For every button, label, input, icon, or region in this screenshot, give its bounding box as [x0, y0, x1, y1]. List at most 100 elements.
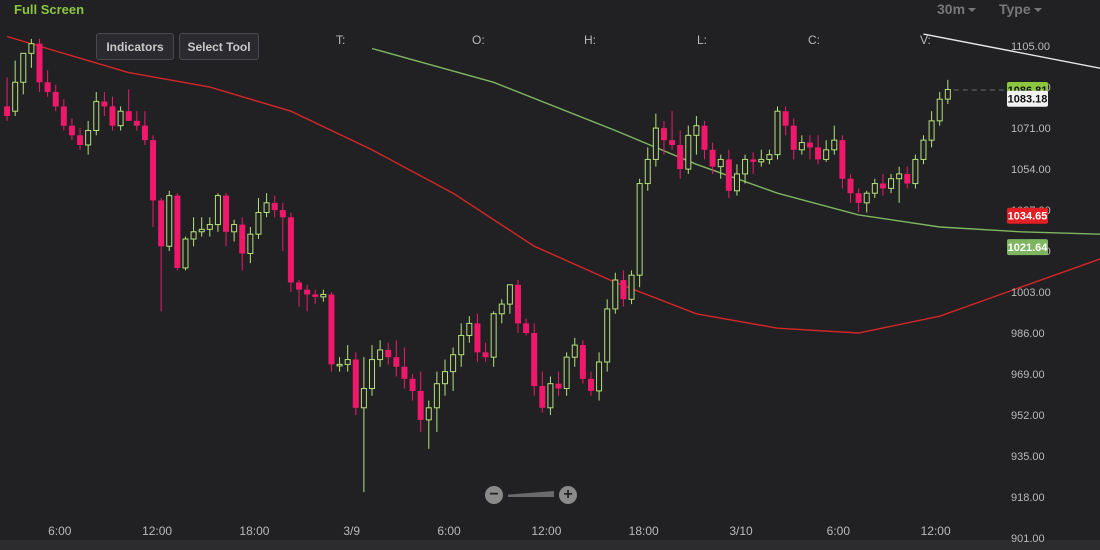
candle-body [166, 195, 173, 247]
candle-body [369, 359, 376, 390]
candle-body [701, 125, 708, 150]
candle [604, 299, 611, 372]
candle-body [571, 344, 578, 358]
price-tick-label: 1003.00 [1011, 287, 1051, 299]
candle [490, 311, 497, 367]
full-screen-button[interactable]: Full Screen [14, 2, 85, 17]
candle [385, 342, 392, 365]
candle-body [44, 82, 51, 92]
candle [77, 128, 84, 150]
candle-body [912, 158, 919, 185]
candle [133, 111, 140, 131]
candle [685, 125, 692, 174]
candle-body [239, 224, 246, 254]
candle [198, 217, 205, 237]
candle [758, 149, 765, 167]
moving-average-layer [6, 33, 1100, 334]
zoom-out-button[interactable]: − [485, 486, 503, 504]
zoom-slider[interactable] [508, 491, 554, 497]
candle [409, 374, 416, 401]
candle [214, 193, 221, 232]
candle [579, 340, 586, 384]
candle-body [150, 140, 157, 201]
candle [158, 198, 165, 312]
candle [871, 178, 878, 199]
time-tick-label: 18:00 [629, 524, 659, 538]
candle [336, 357, 343, 372]
candle [393, 340, 400, 377]
time-axis-band [0, 540, 1100, 550]
candle-body [587, 378, 594, 391]
ohlc-label-time: T: [336, 33, 346, 47]
candle [4, 77, 11, 121]
candle-body [863, 192, 870, 204]
candle [555, 371, 562, 396]
zoom-in-button[interactable]: + [559, 486, 577, 504]
candle [231, 219, 238, 242]
price-tick-label: 1054.00 [1011, 164, 1051, 176]
candle [547, 376, 554, 416]
candle-body [36, 43, 43, 83]
candle-body [344, 359, 351, 365]
candle-body [506, 284, 513, 305]
candle [109, 96, 116, 131]
candle [904, 166, 911, 189]
candle-body [458, 334, 465, 356]
price-tag-label: 1083.18 [1008, 94, 1048, 106]
candle-body [223, 195, 230, 232]
candle [888, 173, 895, 194]
chart-type-select[interactable]: Type [999, 1, 1042, 17]
candle-body [409, 378, 416, 391]
candle [20, 52, 27, 95]
candle [531, 323, 538, 396]
candle [93, 91, 100, 136]
candle [352, 352, 359, 416]
candle-body [514, 284, 521, 324]
candle [855, 188, 862, 213]
candle-body [604, 308, 611, 363]
candle [417, 371, 424, 432]
price-tag-box [1007, 239, 1048, 256]
time-tick-label: 3/10 [729, 524, 753, 538]
candle-body [101, 101, 108, 107]
candle [766, 149, 773, 165]
chevron-down-icon [1033, 8, 1042, 13]
candle [928, 111, 935, 148]
candle-body [271, 202, 278, 211]
price-tick-label: 918.00 [1011, 492, 1045, 504]
candle [742, 154, 749, 184]
time-tick-label: 6:00 [48, 524, 72, 538]
candle [523, 318, 530, 336]
candle [377, 340, 384, 367]
candle-body [4, 106, 11, 117]
interval-value: 30m [937, 1, 966, 17]
candle-body [360, 388, 367, 409]
candle [296, 280, 303, 307]
candle [701, 120, 708, 160]
indicators-button[interactable]: Indicators [96, 33, 174, 60]
candle [60, 99, 67, 131]
candle [920, 135, 927, 165]
interval-select[interactable]: 30m [937, 1, 977, 17]
candle [782, 106, 789, 136]
candle [312, 289, 319, 305]
candle [652, 113, 659, 167]
candle-body [433, 383, 440, 409]
candle-body [182, 238, 189, 269]
candle [506, 284, 513, 314]
candle-body [304, 289, 311, 295]
candle-body [28, 43, 35, 54]
candle [896, 166, 903, 203]
candle-body [798, 142, 805, 151]
candle-body [620, 280, 627, 300]
candle-body [174, 195, 181, 268]
candle-body [888, 178, 895, 189]
candle-body [555, 383, 562, 389]
candle-body [733, 173, 740, 192]
price-tick-label: 969.00 [1011, 369, 1045, 381]
candle-body [904, 173, 911, 184]
select-tool-button[interactable]: Select Tool [179, 33, 259, 60]
price-tick-label: 1071.00 [1011, 123, 1051, 135]
candle-body [750, 159, 757, 162]
